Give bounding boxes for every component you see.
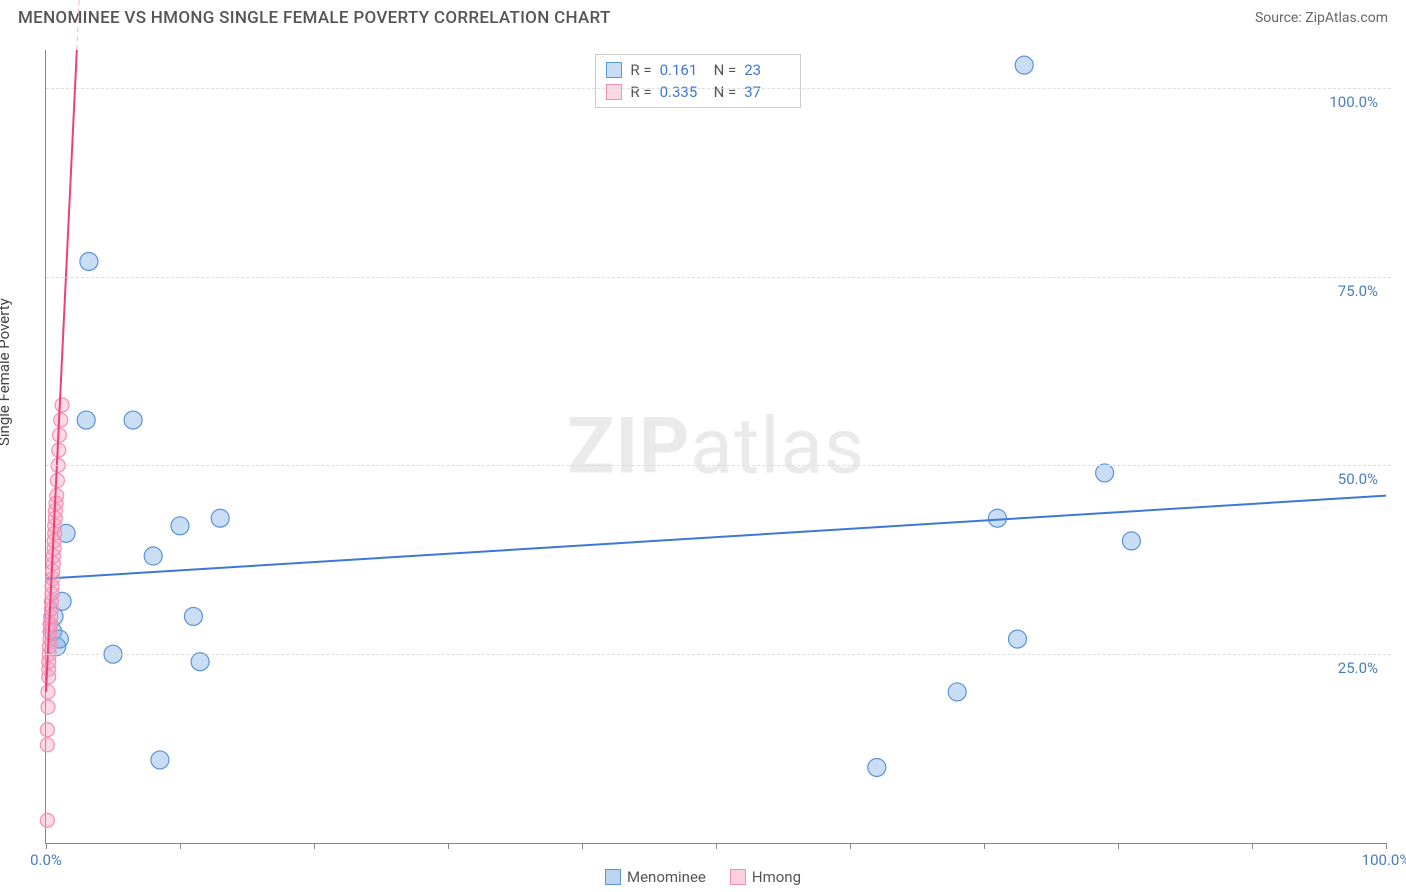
stat-n-label: N = bbox=[714, 83, 737, 101]
stats-row: R = 0.335 N = 37 bbox=[606, 81, 790, 103]
stat-r-label: R = bbox=[630, 61, 651, 79]
legend-swatch bbox=[605, 869, 621, 885]
legend-item: Menominee bbox=[605, 868, 706, 886]
x-tick-label: 0.0% bbox=[30, 851, 62, 869]
stat-r-value: 0.161 bbox=[660, 61, 706, 79]
x-tick bbox=[582, 843, 583, 849]
legend-swatch bbox=[730, 869, 746, 885]
gridline bbox=[46, 88, 1391, 89]
y-axis-label: Single Female Poverty bbox=[0, 298, 13, 446]
x-tick bbox=[716, 843, 717, 849]
x-tick bbox=[180, 843, 181, 849]
x-tick bbox=[314, 843, 315, 849]
stat-r-value: 0.335 bbox=[660, 83, 706, 101]
gridline bbox=[46, 465, 1391, 466]
gridline bbox=[46, 277, 1391, 278]
stat-n-value: 23 bbox=[744, 61, 790, 79]
legend-label: Menominee bbox=[627, 868, 706, 886]
gridline bbox=[46, 654, 1391, 655]
x-tick bbox=[46, 843, 47, 849]
chart-header: MENOMINEE VS HMONG SINGLE FEMALE POVERTY… bbox=[0, 0, 1406, 34]
y-tick-label: 25.0% bbox=[1338, 659, 1378, 677]
plot-area: ZIPatlas R =0.161N =23R =0.335N =37 25.0… bbox=[45, 50, 1386, 844]
x-tick bbox=[850, 843, 851, 849]
y-tick-label: 50.0% bbox=[1338, 470, 1378, 488]
chart-source: Source: ZipAtlas.com bbox=[1255, 10, 1388, 26]
stats-row: R = 0.161 N = 23 bbox=[606, 59, 790, 81]
x-tick bbox=[1118, 843, 1119, 849]
x-tick bbox=[1252, 843, 1253, 849]
legend-item: Hmong bbox=[730, 868, 801, 886]
y-tick-label: 75.0% bbox=[1338, 282, 1378, 300]
stat-n-label: N = bbox=[714, 61, 737, 79]
legend-label: Hmong bbox=[752, 868, 801, 886]
x-tick bbox=[448, 843, 449, 849]
legend-swatch bbox=[606, 84, 622, 100]
x-tick bbox=[1386, 843, 1387, 849]
y-tick-label: 100.0% bbox=[1329, 93, 1378, 111]
stats-legend: R = 0.161 N = 23 R = 0.335 N = 37 bbox=[595, 54, 801, 108]
plot-svg bbox=[46, 50, 1386, 843]
stat-n-value: 37 bbox=[744, 83, 790, 101]
stat-r-label: R = bbox=[630, 83, 651, 101]
chart-title: MENOMINEE VS HMONG SINGLE FEMALE POVERTY… bbox=[18, 8, 611, 28]
legend-swatch bbox=[606, 62, 622, 78]
series-legend: Menominee Hmong bbox=[605, 868, 801, 886]
x-tick-label: 100.0% bbox=[1362, 851, 1406, 869]
x-tick bbox=[984, 843, 985, 849]
